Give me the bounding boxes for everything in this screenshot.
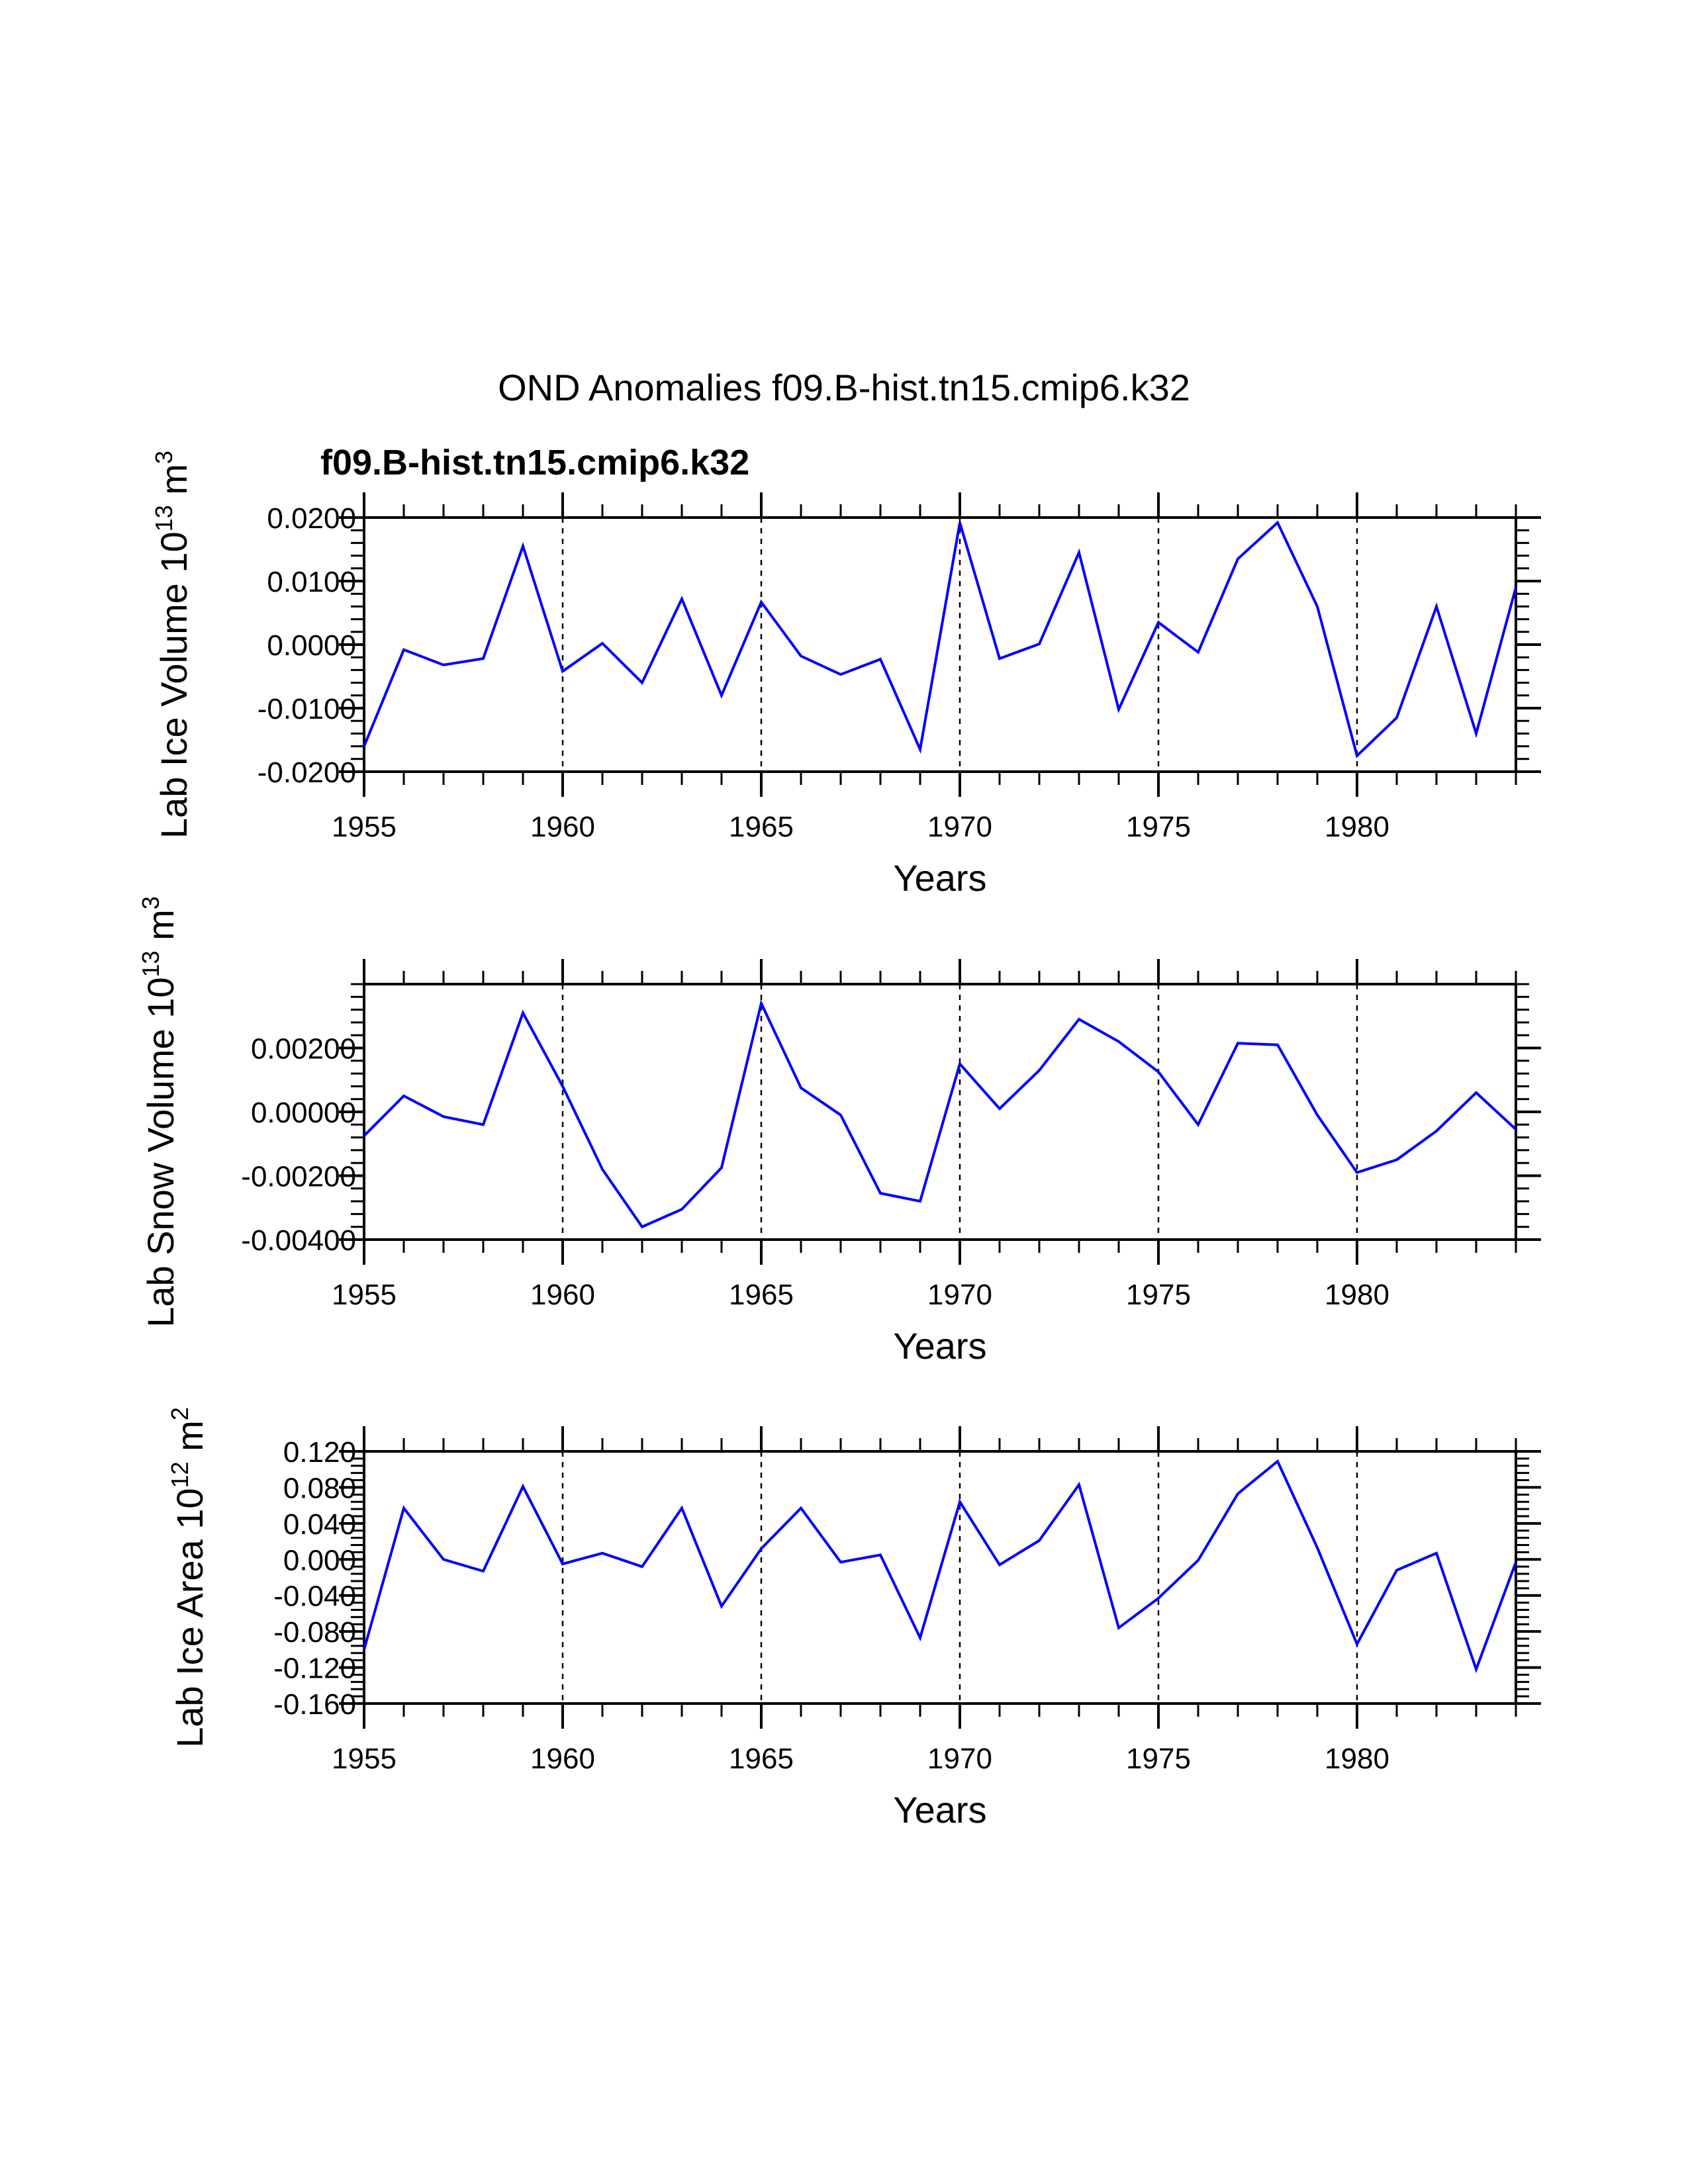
y-axis-label-unit-exponent: 2 xyxy=(166,1407,193,1420)
x-tick-label: 1965 xyxy=(729,1743,794,1775)
panels: 1955 1960 1965 1970 1975 1980 Years -0.0200 -0.0… xyxy=(137,451,1541,1831)
x-tick-label: 1965 xyxy=(729,1279,794,1311)
series-line xyxy=(363,999,1517,1229)
y-tick-label: -0.080 xyxy=(273,1616,356,1649)
x-tick-label: 1970 xyxy=(927,1279,992,1311)
series-line xyxy=(363,1459,1517,1674)
panel-2: 1955 1960 1965 1970 1975 1980 Years -0.00400 -0.… xyxy=(137,896,1541,1367)
y-tick-label: 0.000 xyxy=(283,1544,356,1576)
y-axis-label-unit: m xyxy=(153,464,195,505)
y-tick-label: 0.00000 xyxy=(251,1097,356,1129)
y-tick-label: -0.120 xyxy=(273,1653,356,1685)
y-axis-label-unit-exponent: 3 xyxy=(150,451,177,464)
y-axis-label-unit: m xyxy=(140,909,181,950)
x-tick-label: 1965 xyxy=(729,811,794,843)
series-label: f09.B-hist.tn15.cmip6.k32 xyxy=(320,443,749,482)
y-tick-label: 0.080 xyxy=(283,1472,356,1504)
x-tick-label: 1960 xyxy=(530,1279,595,1311)
x-tick-label: 1980 xyxy=(1325,811,1389,843)
panel-3: 1955 1960 1965 1970 1975 1980 Years -0.160-0.12… xyxy=(166,1407,1541,1831)
y-axis-label-exponent: 13 xyxy=(150,505,177,531)
y-axis-label: Lab Ice Area 1012 m2 xyxy=(166,1407,211,1748)
x-axis-label: Years xyxy=(893,857,986,899)
x-tick-label: 1960 xyxy=(530,811,595,843)
y-tick-label: 0.0000 xyxy=(267,629,356,662)
y-tick-label: 0.00200 xyxy=(251,1033,356,1066)
y-axis-label-exponent: 13 xyxy=(137,950,164,977)
x-tick-label: 1980 xyxy=(1325,1743,1389,1775)
panel-1: 1955 1960 1965 1970 1975 1980 Years -0.0200 -0.0… xyxy=(150,451,1541,899)
x-tick-label: 1955 xyxy=(332,1279,397,1311)
y-axis-label-unit-exponent: 3 xyxy=(137,896,164,909)
y-tick-label: 0.040 xyxy=(283,1508,356,1541)
y-axis-label-exponent: 12 xyxy=(166,1461,193,1488)
y-tick-label: -0.040 xyxy=(273,1580,356,1613)
y-axis-label-text: Lab Ice Area 10 xyxy=(169,1488,211,1747)
y-tick-label: -0.00400 xyxy=(241,1224,356,1257)
y-tick-label: -0.0100 xyxy=(258,693,356,725)
x-tick-label: 1955 xyxy=(332,811,397,843)
x-tick-label: 1975 xyxy=(1126,1279,1191,1311)
x-axis-label: Years xyxy=(893,1325,986,1367)
plot-frame xyxy=(363,1450,1517,1705)
x-tick-label: 1960 xyxy=(530,1743,595,1775)
x-tick-label: 1975 xyxy=(1126,1743,1191,1775)
y-tick-label: 0.0100 xyxy=(267,566,356,598)
y-axis-label-unit: m xyxy=(169,1420,211,1461)
x-tick-label: 1955 xyxy=(332,1743,397,1775)
y-tick-label: -0.160 xyxy=(273,1688,356,1721)
y-axis-label-text: Lab Ice Volume 10 xyxy=(153,531,195,839)
x-tick-label: 1980 xyxy=(1325,1279,1389,1311)
series-line xyxy=(363,520,1517,758)
y-tick-label: 0.120 xyxy=(283,1436,356,1469)
y-axis-label: Lab Snow Volume 1013 m3 xyxy=(137,896,181,1328)
y-tick-label: -0.00200 xyxy=(241,1161,356,1193)
x-tick-label: 1970 xyxy=(927,811,992,843)
x-axis-label: Years xyxy=(893,1789,986,1831)
y-axis-label-text: Lab Snow Volume 10 xyxy=(140,978,181,1328)
y-tick-label: 0.0200 xyxy=(267,502,356,535)
y-axis-label: Lab Ice Volume 1013 m3 xyxy=(150,451,195,839)
y-tick-label: -0.0200 xyxy=(258,756,356,789)
x-tick-label: 1970 xyxy=(927,1743,992,1775)
chart-title: OND Anomalies f09.B-hist.tn15.cmip6.k32 xyxy=(498,367,1190,408)
x-tick-label: 1975 xyxy=(1126,811,1191,843)
